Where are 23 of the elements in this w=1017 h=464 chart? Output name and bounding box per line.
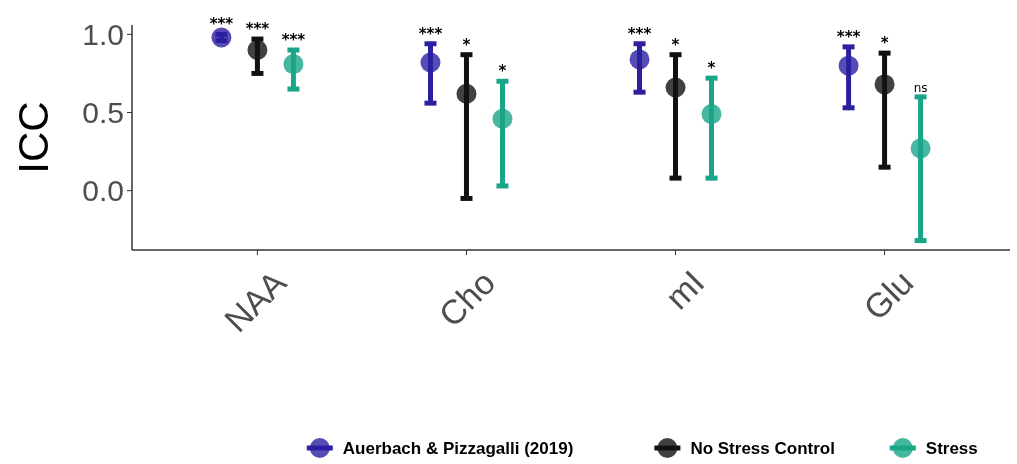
annotation: ***	[245, 20, 270, 39]
y-tick-label: 0.0	[82, 174, 124, 208]
annotation: ***	[627, 24, 652, 43]
annotation: *	[671, 35, 680, 54]
y-tick-label: 1.0	[82, 18, 124, 52]
legend-label: Auerbach & Pizzagalli (2019)	[342, 439, 574, 459]
x-tick-label: Cho	[431, 262, 503, 334]
annotation: ***	[209, 15, 234, 34]
annotation: *	[880, 34, 889, 53]
legend-label: No Stress Control	[690, 439, 835, 459]
annotation: ***	[836, 27, 861, 46]
annotation: ***	[418, 24, 443, 43]
annotation: *	[462, 35, 471, 54]
legend-label: Stress	[925, 439, 978, 459]
x-tick-label: mI	[657, 262, 712, 317]
y-axis-title: ICC	[10, 101, 57, 174]
annotation: *	[707, 59, 716, 78]
annotation: ns	[913, 80, 928, 95]
x-tick-label: NAA	[216, 262, 294, 340]
annotation: ***	[281, 31, 306, 49]
annotation: *	[498, 62, 507, 81]
y-tick-label: 0.5	[82, 96, 124, 130]
x-tick-label: Glu	[856, 262, 921, 328]
